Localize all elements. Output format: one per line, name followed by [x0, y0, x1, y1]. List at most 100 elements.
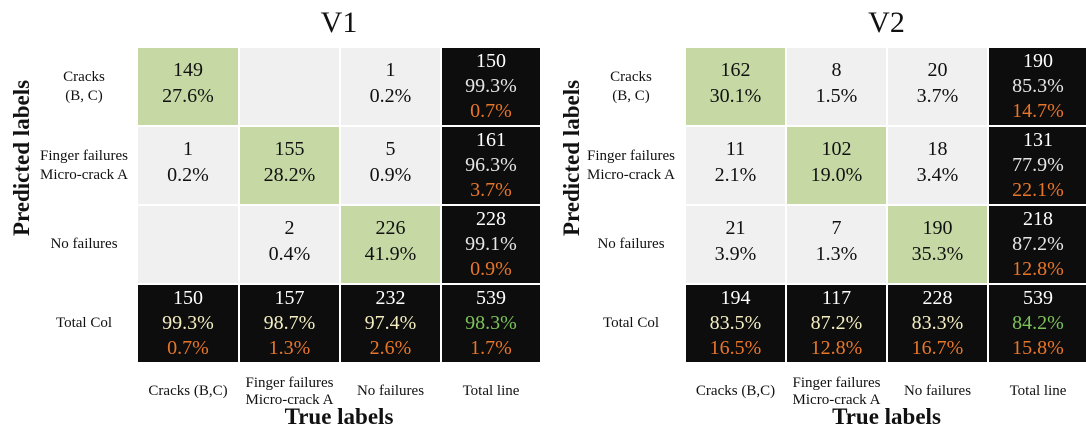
cell-count: 149 — [173, 59, 203, 81]
total-count: 161 — [476, 129, 506, 151]
column-total-cell: 157 98.7% 1.3% — [240, 285, 339, 362]
cell-percent: 0.2% — [369, 85, 412, 107]
matrix-cell: 226 41.9% — [341, 206, 440, 283]
error-percent: 0.9% — [470, 258, 512, 280]
matrix-cell: 18 3.4% — [888, 127, 987, 204]
total-count: 157 — [274, 287, 305, 309]
row-label: No failures — [597, 236, 665, 253]
error-percent: 22.1% — [1012, 179, 1064, 201]
accuracy-percent: 85.3% — [1012, 75, 1064, 97]
error-percent: 3.7% — [470, 179, 512, 201]
cell-percent: 35.3% — [911, 243, 964, 265]
cell-count: 2 — [284, 217, 295, 239]
chart-title: V2 — [868, 6, 905, 39]
accuracy-percent: 84.2% — [1012, 312, 1064, 334]
cell-percent: 30.1% — [709, 85, 762, 107]
confusion-matrix-v2: V2 Predicted labels True labels Cracks (B, … — [548, 0, 1086, 441]
grand-total-cell: 539 84.2% 15.8% — [989, 285, 1086, 362]
matrix-cell — [240, 48, 339, 125]
column-label: Finger failures Micro-crack A — [245, 374, 334, 408]
matrix-cell: 162 30.1% — [686, 48, 785, 125]
cell-count: 7 — [831, 217, 842, 239]
accuracy-percent: 83.5% — [709, 312, 762, 334]
row-total-cell: 161 96.3% 3.7% — [442, 127, 540, 204]
error-percent: 14.7% — [1012, 100, 1064, 122]
accuracy-percent: 96.3% — [465, 154, 517, 176]
cell-percent: 27.6% — [162, 85, 214, 107]
matrix-cell — [138, 206, 238, 283]
matrix-cell: 155 28.2% — [240, 127, 339, 204]
row-label: Total Col — [602, 315, 660, 332]
total-count: 228 — [476, 208, 506, 230]
column-total-cell: 117 87.2% 12.8% — [787, 285, 886, 362]
accuracy-percent: 77.9% — [1012, 154, 1064, 176]
accuracy-percent: 87.2% — [810, 312, 863, 334]
error-percent: 12.8% — [810, 337, 863, 359]
matrix-cell: 8 1.5% — [787, 48, 886, 125]
cell-count: 102 — [821, 138, 852, 160]
cell-count: 20 — [927, 59, 948, 81]
total-count: 228 — [922, 287, 953, 309]
cell-count: 21 — [725, 217, 746, 239]
matrix-cell: 1 0.2% — [341, 48, 440, 125]
cell-count: 1 — [385, 59, 396, 81]
total-count: 131 — [1023, 129, 1053, 151]
cell-percent: 19.0% — [810, 164, 863, 186]
cell-count: 18 — [927, 138, 948, 160]
error-percent: 0.7% — [470, 100, 512, 122]
row-total-cell: 228 99.1% 0.9% — [442, 206, 540, 283]
accuracy-percent: 99.3% — [162, 312, 214, 334]
accuracy-percent: 98.7% — [263, 312, 316, 334]
row-total-cell: 190 85.3% 14.7% — [989, 48, 1086, 125]
column-label: Total line — [1009, 383, 1067, 400]
x-axis-label: True labels — [284, 404, 394, 429]
cell-percent: 3.9% — [714, 243, 757, 265]
cell-count: 8 — [831, 59, 842, 81]
error-percent: 1.7% — [470, 337, 512, 359]
column-label: Finger failures Micro-crack A — [792, 374, 881, 408]
error-percent: 16.5% — [709, 337, 762, 359]
cell-percent: 28.2% — [263, 164, 316, 186]
matrix-cell: 5 0.9% — [341, 127, 440, 204]
row-total-cell: 218 87.2% 12.8% — [989, 206, 1086, 283]
x-axis-label: True labels — [832, 404, 941, 429]
row-label: Finger failures Micro-crack A — [40, 147, 128, 183]
error-percent: 16.7% — [911, 337, 964, 359]
accuracy-percent: 99.3% — [465, 75, 517, 97]
cell-percent: 1.5% — [815, 85, 858, 107]
cell-percent: 1.3% — [815, 243, 858, 265]
cell-count: 1 — [183, 138, 193, 160]
column-total-cell: 228 83.3% 16.7% — [888, 285, 987, 362]
row-label: Cracks (B, C) — [63, 68, 105, 104]
column-label: No failures — [356, 383, 425, 400]
row-label: No failures — [50, 236, 118, 253]
row-total-cell: 150 99.3% 0.7% — [442, 48, 540, 125]
cell-percent: 0.2% — [167, 164, 209, 186]
cell-count: 190 — [922, 217, 953, 239]
cell-percent: 0.4% — [268, 243, 311, 265]
error-percent: 2.6% — [369, 337, 412, 359]
confusion-matrix-v1: V1 Predicted labels True labels Cracks (B, … — [0, 0, 540, 441]
matrix-cell: 20 3.7% — [888, 48, 987, 125]
column-label: Cracks (B,C) — [148, 383, 228, 400]
row-label: Total Col — [55, 315, 113, 332]
cell-percent: 41.9% — [364, 243, 417, 265]
row-total-cell: 131 77.9% 22.1% — [989, 127, 1086, 204]
matrix-cell: 1 0.2% — [138, 127, 238, 204]
total-count: 194 — [720, 287, 751, 309]
matrix-cell: 149 27.6% — [138, 48, 238, 125]
error-percent: 1.3% — [268, 337, 311, 359]
matrix-cell: 190 35.3% — [888, 206, 987, 283]
cell-percent: 0.9% — [369, 164, 412, 186]
accuracy-percent: 83.3% — [911, 312, 964, 334]
error-percent: 15.8% — [1012, 337, 1064, 359]
row-label: Cracks (B, C) — [610, 68, 652, 104]
cell-count: 155 — [274, 138, 305, 160]
total-count: 539 — [476, 287, 506, 309]
error-percent: 12.8% — [1012, 258, 1064, 280]
column-total-cell: 150 99.3% 0.7% — [138, 285, 238, 362]
total-count: 539 — [1023, 287, 1053, 309]
column-total-cell: 194 83.5% 16.5% — [686, 285, 785, 362]
accuracy-percent: 98.3% — [465, 312, 517, 334]
grand-total-cell: 539 98.3% 1.7% — [442, 285, 540, 362]
